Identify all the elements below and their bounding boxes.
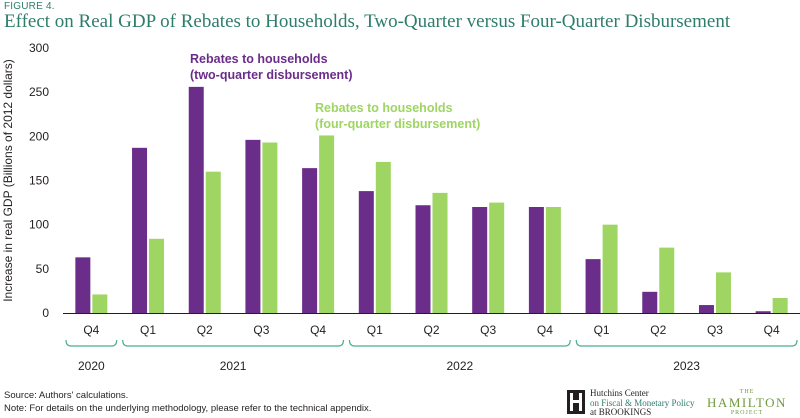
- bar-two-quarter: [755, 311, 771, 313]
- y-axis-label: Increase in real GDP (Billions of 2012 d…: [1, 59, 15, 302]
- bar-two-quarter: [188, 86, 204, 313]
- year-label: 2021: [220, 359, 247, 373]
- hutchins-line1: Hutchins Center: [590, 388, 649, 398]
- hamilton-main: HAMILTON: [707, 395, 787, 410]
- bar-four-quarter: [489, 202, 505, 313]
- methodology-note: Note: For details on the underlying meth…: [4, 403, 372, 414]
- x-tick-label: Q4: [310, 323, 326, 337]
- bar-two-quarter: [245, 139, 261, 313]
- y-tick-label: 100: [29, 218, 49, 232]
- bar-four-quarter: [375, 161, 391, 313]
- figure-label: FIGURE 4.: [4, 1, 55, 12]
- hamilton-project-logo: THE HAMILTON PROJECT: [698, 389, 796, 417]
- x-tick-label: Q3: [253, 323, 269, 337]
- hutchins-line2: on Fiscal & Monetary Policy: [590, 397, 695, 408]
- year-bracket: [65, 339, 118, 347]
- year-bracket: [122, 339, 345, 347]
- hamilton-bottom: PROJECT: [730, 410, 764, 416]
- bar-two-quarter: [585, 259, 601, 313]
- bar-two-quarter: [472, 207, 488, 313]
- year-label: 2023: [673, 359, 700, 373]
- footer: Source: Authors' calculations. Note: For…: [4, 389, 371, 415]
- hutchins-center-logo: Hutchins Center on Fiscal & Monetary Pol…: [566, 388, 695, 417]
- x-tick-label: Q2: [650, 323, 666, 337]
- bar-four-quarter: [659, 247, 675, 313]
- x-tick-label: Q4: [764, 323, 780, 337]
- bar-two-quarter: [528, 207, 544, 313]
- bar-four-quarter: [92, 294, 108, 313]
- x-tick-label: Q3: [707, 323, 723, 337]
- series-label-two-quarter: (two-quarter disbursement): [190, 68, 353, 82]
- hutchins-line3: at BROOKINGS: [590, 407, 652, 417]
- y-tick-label: 50: [36, 262, 50, 276]
- series-label-four-quarter: (four-quarter disbursement): [315, 117, 480, 131]
- year-bracket: [348, 339, 571, 347]
- bar-four-quarter: [149, 238, 165, 313]
- bar-four-quarter: [715, 272, 731, 313]
- series-label-two-quarter: Rebates to households: [190, 52, 328, 66]
- x-tick-label: Q1: [367, 323, 383, 337]
- bar-four-quarter: [319, 135, 335, 313]
- hutchins-building-icon: [567, 390, 585, 414]
- x-tick-label: Q1: [140, 323, 156, 337]
- y-tick-label: 150: [29, 174, 49, 188]
- bar-four-quarter: [262, 142, 278, 313]
- bar-four-quarter: [602, 224, 618, 313]
- x-tick-label: Q3: [480, 323, 496, 337]
- x-tick-label: Q2: [423, 323, 439, 337]
- x-tick-label: Q4: [83, 323, 99, 337]
- bar-two-quarter: [698, 305, 714, 313]
- bar-two-quarter: [302, 168, 318, 313]
- y-tick-label: 250: [29, 85, 49, 99]
- bar-four-quarter: [205, 171, 221, 313]
- bar-two-quarter: [358, 191, 374, 313]
- year-label: 2022: [446, 359, 473, 373]
- bar-two-quarter: [415, 205, 431, 313]
- hamilton-top: THE: [739, 389, 755, 395]
- chart-title: Effect on Real GDP of Rebates to Househo…: [4, 11, 731, 32]
- bar-four-quarter: [432, 192, 448, 313]
- bar-two-quarter: [75, 257, 91, 313]
- bar-two-quarter: [132, 147, 148, 313]
- x-tick-label: Q4: [537, 323, 553, 337]
- series-label-four-quarter: Rebates to households: [315, 101, 453, 115]
- y-tick-label: 300: [29, 41, 49, 55]
- bar-two-quarter: [642, 291, 658, 313]
- y-tick-label: 0: [42, 306, 49, 320]
- source-note: Source: Authors' calculations.: [4, 390, 129, 401]
- bar-chart: Increase in real GDP (Billions of 2012 d…: [1, 41, 800, 373]
- year-label: 2020: [78, 359, 105, 373]
- y-tick-label: 200: [29, 129, 49, 143]
- x-tick-label: Q1: [594, 323, 610, 337]
- x-tick-label: Q2: [197, 323, 213, 337]
- year-bracket: [575, 339, 798, 347]
- bar-four-quarter: [545, 207, 561, 313]
- bar-four-quarter: [772, 297, 788, 313]
